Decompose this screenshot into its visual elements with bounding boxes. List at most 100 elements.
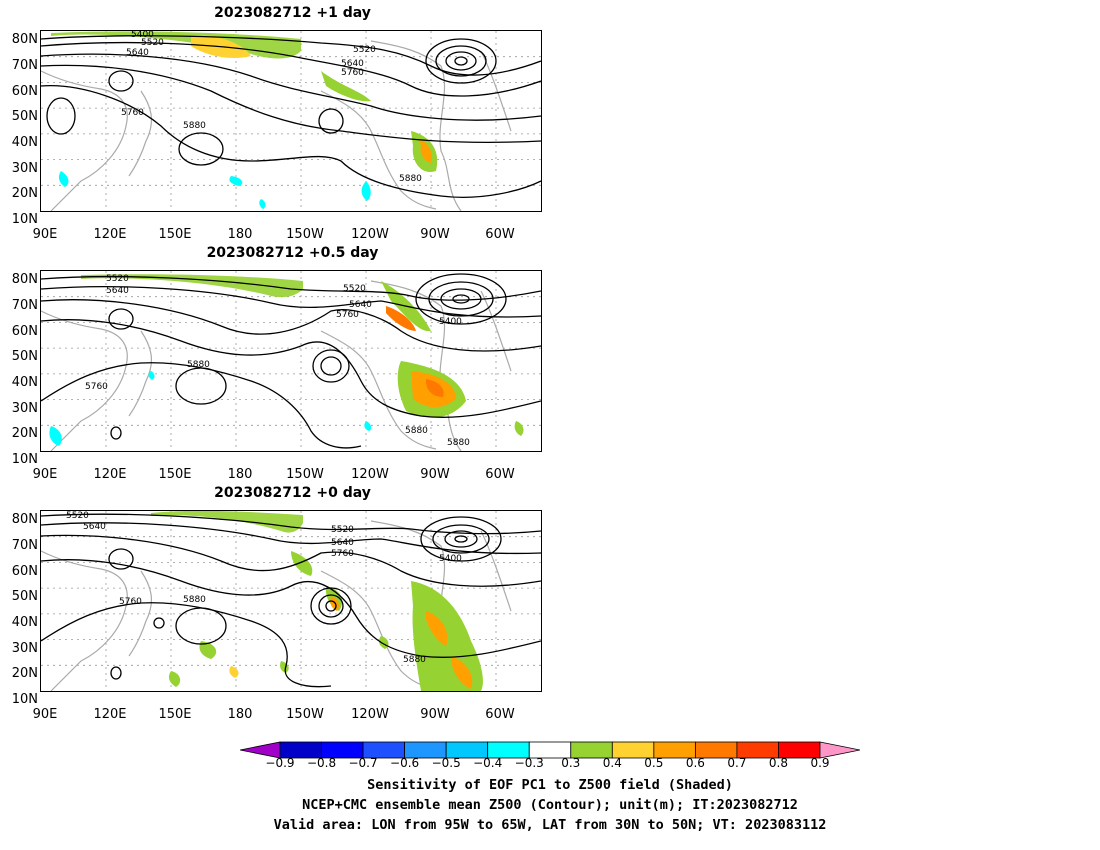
contour-label: 5760 [121,108,144,118]
contour-label: 5880 [405,426,428,436]
lat-label: 20N [11,426,38,441]
lat-label: 60N [11,324,38,339]
contour-label: 5880 [403,655,426,665]
contour-label: 5400 [439,554,462,564]
lat-label: 30N [11,641,38,656]
colorbar-tick-label: −0.3 [514,756,544,770]
contour-label: 5880 [183,595,206,605]
lat-label: 50N [11,349,38,364]
lon-label: 120W [351,467,389,482]
caption-line-2: NCEP+CMC ensemble mean Z500 (Contour); u… [302,797,798,813]
colorbar-tick-label: −0.7 [348,756,378,770]
contour-label: 5640 [331,538,354,548]
colorbar-tick-label: 0.8 [768,756,788,770]
contour-label: 5760 [331,549,354,559]
caption-line-1: Sensitivity of EOF PC1 to Z500 field (Sh… [367,777,733,793]
contour-label: 5760 [341,68,364,78]
lon-label: 90W [420,707,450,722]
colorbar-tick-label: 0.7 [727,756,747,770]
colorbar-tick-label: 0.4 [602,756,622,770]
contour-label: 5640 [106,286,129,296]
lat-label: 20N [11,666,38,681]
contour-label: 5880 [399,174,422,184]
lat-label: 80N [11,512,38,527]
lat-label: 40N [11,615,38,630]
lat-label: 30N [11,401,38,416]
lon-label: 150E [158,707,192,722]
lon-label: 150W [286,707,324,722]
lat-label: 10N [11,212,38,227]
contour-label: 5880 [447,438,470,448]
lon-label: 90W [420,467,450,482]
lon-label: 90E [32,707,58,722]
colorbar-tick-label: −0.8 [306,756,337,770]
lon-label: 150W [286,467,324,482]
contour-label: 5880 [187,360,210,370]
lon-label: 120E [93,707,127,722]
lat-label: 40N [11,375,38,390]
lon-label: 60W [485,467,515,482]
contour-label: 5520 [343,284,366,294]
contour-label: 5520 [353,45,376,55]
contour-label: 5760 [85,382,108,392]
contour-label: 5520 [141,38,164,48]
lat-label: 20N [11,186,38,201]
lon-label: 60W [485,227,515,242]
colorbar-tick-label: 0.5 [644,756,664,770]
panel-title: 2023082712 +0 day [214,485,371,501]
lon-label: 90E [32,227,58,242]
map-panel-2: 2023082712 +0.5 day 80N 70N 60N 50N 40N … [0,245,560,485]
lat-label: 40N [11,135,38,150]
caption-line-3: Valid area: LON from 95W to 65W, LAT fro… [273,817,827,833]
lat-label: 50N [11,589,38,604]
lat-label: 80N [11,272,38,287]
contour-label: 5640 [126,48,149,58]
colorbar-tick-label: 0.3 [561,756,581,770]
colorbar-swatch [819,741,861,759]
map-area: 5520 5640 5520 5640 5760 5400 5880 5760 … [40,270,542,452]
contour-label: 5880 [183,121,206,131]
lon-label: 180 [227,467,253,482]
contour-label: 5760 [119,597,142,607]
lat-label: 70N [11,58,38,73]
contour-label: 5640 [349,300,372,310]
map-area: 5400 5520 5640 5520 5640 5760 5760 5880 … [40,30,542,212]
colorbar [239,740,861,760]
panel-title: 2023082712 +0.5 day [206,245,379,261]
contour-label: 5760 [336,310,359,320]
colorbar-tick-label: −0.6 [390,756,420,770]
lon-label: 180 [227,227,253,242]
lon-label: 120E [93,227,127,242]
lat-label: 50N [11,109,38,124]
lat-label: 70N [11,538,38,553]
lon-label: 150E [158,467,192,482]
colorbar-tick-label: 0.9 [810,756,830,770]
lon-label: 180 [227,707,253,722]
contour-label: 5520 [66,511,89,521]
lat-label: 60N [11,564,38,579]
lon-label: 150E [158,227,192,242]
contour-label: 5400 [439,317,462,327]
lat-label: 10N [11,452,38,467]
lon-label: 90W [420,227,450,242]
contour-label: 5520 [331,525,354,535]
lat-label: 10N [11,692,38,707]
lat-label: 80N [11,32,38,47]
map-panel-3: 2023082712 +0 day 80N 70N 60N 50N 40N 30… [0,485,560,725]
lon-label: 120W [351,707,389,722]
colorbar-tick-label: −0.5 [431,756,461,770]
lon-label: 90E [32,467,58,482]
lat-label: 30N [11,161,38,176]
colorbar-tick-label: −0.9 [265,756,295,770]
lon-label: 60W [485,707,515,722]
panel-title: 2023082712 +1 day [214,5,371,21]
lat-label: 60N [11,84,38,99]
colorbar-tick-label: 0.6 [685,756,705,770]
lon-label: 120E [93,467,127,482]
contour-label: 5640 [83,522,106,532]
contour-label: 5520 [106,274,129,284]
lon-label: 150W [286,227,324,242]
contour-label: 5640 [341,59,364,69]
colorbar-tick-label: −0.4 [473,756,503,770]
lat-label: 70N [11,298,38,313]
